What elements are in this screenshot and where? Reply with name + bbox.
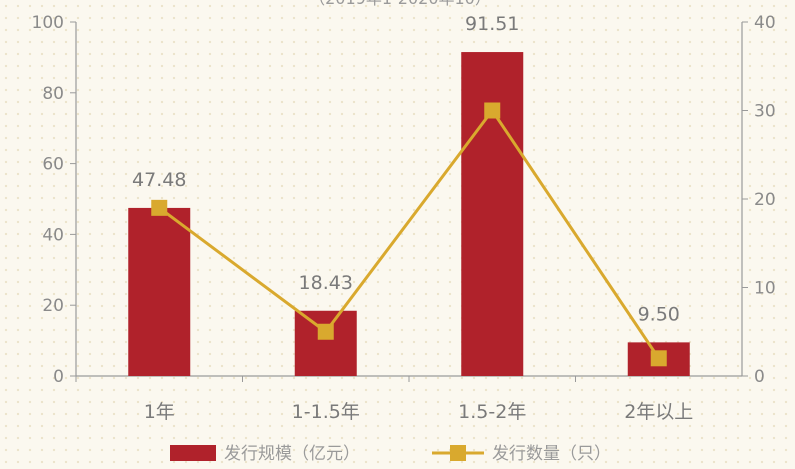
legend-swatch-bar <box>170 445 216 461</box>
category-labels: 1年 1-1.5年 1.5-2年 2年以上 <box>75 376 693 423</box>
bar-series <box>128 52 690 377</box>
line-point <box>484 102 501 119</box>
y-left-tick-label: 100 <box>32 13 64 33</box>
category-label: 2年以上 <box>624 401 693 423</box>
y-right-tick-label: 30 <box>754 102 776 122</box>
line-point <box>650 350 667 367</box>
bar-data-label: 9.50 <box>638 303 680 325</box>
line-point <box>151 199 168 216</box>
category-label: 1.5-2年 <box>458 401 526 423</box>
bar-data-label: 91.51 <box>465 13 519 35</box>
y-right-tick-label: 40 <box>754 13 776 33</box>
chart-subtitle: （2019年1-2020年10） <box>309 0 491 8</box>
bar <box>294 310 357 376</box>
y-left-tick-label: 20 <box>42 296 64 316</box>
legend: 发行规模（亿元） 发行数量（只） <box>170 444 611 464</box>
bar <box>128 207 191 376</box>
y-left-tick-label: 60 <box>42 155 64 175</box>
legend-swatch-marker <box>450 445 466 461</box>
legend-label-line: 发行数量（只） <box>492 444 611 464</box>
data-labels: 47.48 18.43 91.51 9.50 <box>132 13 680 325</box>
bar <box>461 52 524 377</box>
bar-data-label: 47.48 <box>132 169 186 191</box>
y-left-tick-label: 0 <box>53 367 64 387</box>
y-right-tick-label: 0 <box>754 367 765 387</box>
line-series <box>151 102 667 367</box>
legend-label-bar: 发行规模（亿元） <box>224 444 360 464</box>
line-point <box>317 323 334 340</box>
y-left-tick-label: 80 <box>42 84 64 104</box>
bar-data-label: 18.43 <box>299 272 353 294</box>
y-right-tick-label: 10 <box>754 279 776 299</box>
category-label: 1年 <box>144 401 175 423</box>
series-line <box>158 107 660 360</box>
y-left-tick-label: 40 <box>42 225 64 245</box>
y-right-tick-label: 20 <box>754 190 776 210</box>
category-label: 1-1.5年 <box>292 401 360 423</box>
